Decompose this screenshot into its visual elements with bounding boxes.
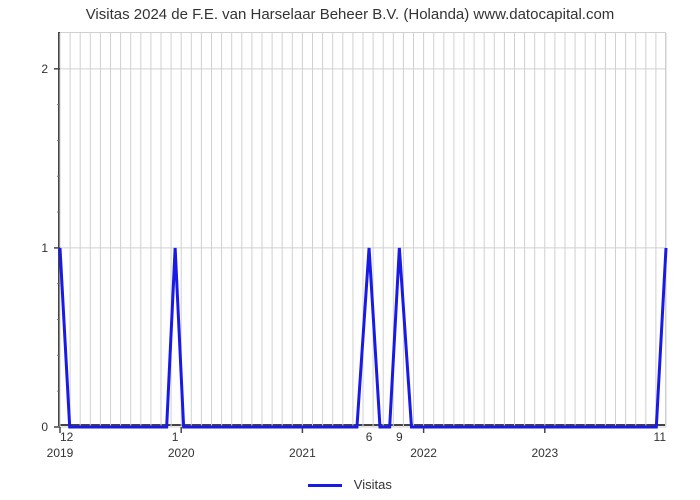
data-point-label: 12 xyxy=(60,430,74,444)
legend-swatch xyxy=(308,484,342,487)
plot-area: 012201920202021202220231216911 xyxy=(60,32,666,426)
plot-svg: 012201920202021202220231216911 xyxy=(60,33,665,426)
ytick-label: 2 xyxy=(41,62,48,76)
ytick-label: 1 xyxy=(41,241,48,255)
xtick-label: 2022 xyxy=(410,446,437,460)
data-point-label: 9 xyxy=(396,430,403,444)
legend-label: Visitas xyxy=(354,477,392,492)
legend: Visitas xyxy=(0,477,700,492)
chart-container: Visitas 2024 de F.E. van Harselaar Behee… xyxy=(0,0,700,500)
chart-title: Visitas 2024 de F.E. van Harselaar Behee… xyxy=(0,6,700,23)
data-point-label: 6 xyxy=(366,430,373,444)
data-point-label: 11 xyxy=(654,430,667,444)
ytick-label: 0 xyxy=(41,420,48,434)
xtick-label: 2020 xyxy=(168,446,195,460)
data-point-label: 1 xyxy=(172,430,179,444)
xtick-label: 2021 xyxy=(289,446,316,460)
xtick-label: 2023 xyxy=(531,446,558,460)
xtick-label: 2019 xyxy=(47,446,74,460)
